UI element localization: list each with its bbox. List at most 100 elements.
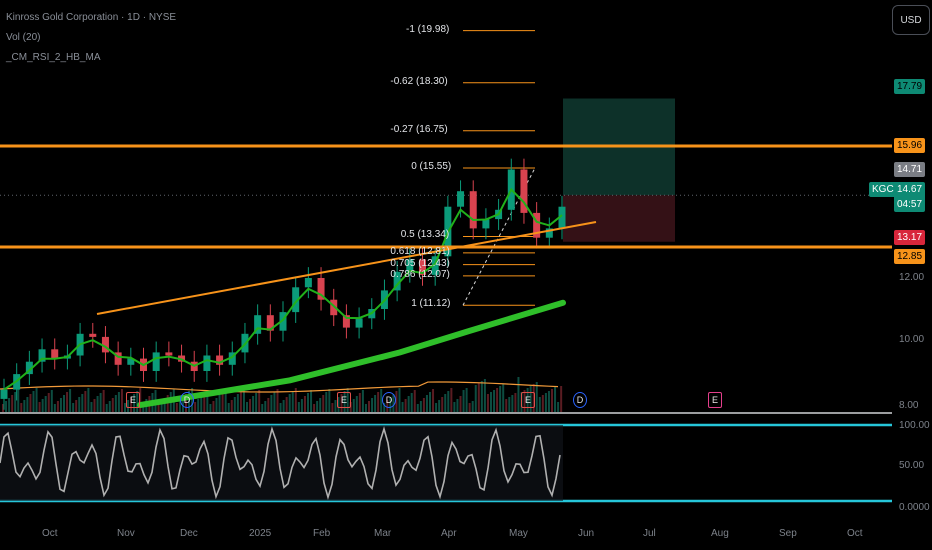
volume-bar xyxy=(410,393,413,412)
volume-bar xyxy=(297,402,300,412)
volume-bar xyxy=(319,398,322,412)
volume-bar xyxy=(242,388,245,412)
volume-bar xyxy=(541,395,544,412)
prev-close-tag: 14.71 xyxy=(894,162,926,177)
volume-bar xyxy=(178,400,181,412)
time-axis-label: Mar xyxy=(374,528,392,539)
candle-body xyxy=(406,259,414,272)
volume-bar xyxy=(496,388,499,412)
earnings-marker[interactable]: E xyxy=(521,392,535,408)
volume-bar xyxy=(93,399,96,412)
volume-bar xyxy=(5,401,8,412)
volume-bar xyxy=(78,397,81,412)
volume-bar xyxy=(374,395,377,412)
dividend-marker[interactable]: D xyxy=(180,392,194,408)
volume-bar xyxy=(523,390,526,412)
candle-body xyxy=(51,349,59,359)
volume-bar xyxy=(361,390,364,412)
volume-bar xyxy=(130,397,133,412)
symbol-title[interactable]: Kinross Gold Corporation · 1D · NYSE xyxy=(6,12,177,23)
volume-bar xyxy=(398,388,401,412)
volume-indicator-label[interactable]: Vol (20) xyxy=(6,32,41,43)
volume-bar xyxy=(456,399,459,412)
volume-bar xyxy=(194,402,197,412)
volume-bar xyxy=(44,396,47,412)
volume-bar xyxy=(11,395,14,412)
volume-bar xyxy=(175,403,178,412)
volume-bar xyxy=(117,392,120,412)
volume-bar xyxy=(270,395,273,412)
earnings-marker[interactable]: E xyxy=(708,392,722,408)
candle-body xyxy=(558,206,566,229)
earnings-marker[interactable]: E xyxy=(126,392,140,408)
volume-bar xyxy=(303,396,306,412)
time-axis-label: Jul xyxy=(643,528,656,539)
volume-bar xyxy=(535,382,538,412)
candle-body xyxy=(216,355,224,365)
volume-bar xyxy=(59,398,62,412)
stop-price-tag: 13.17 xyxy=(894,230,926,245)
currency-button[interactable]: USD xyxy=(892,5,930,35)
volume-bar xyxy=(416,404,419,412)
volume-bar xyxy=(63,395,65,412)
time-axis-label: Feb xyxy=(313,528,331,539)
earnings-marker[interactable]: E xyxy=(337,392,351,408)
volume-bar xyxy=(246,402,248,412)
volume-bar xyxy=(261,404,264,412)
volume-bar xyxy=(529,386,532,412)
volume-bar xyxy=(285,397,288,412)
volume-bar xyxy=(288,394,291,412)
volume-bar xyxy=(249,399,252,412)
resistance-price-tag: 15.96 xyxy=(894,138,926,153)
volume-bar xyxy=(435,403,438,412)
volume-bar xyxy=(239,391,242,412)
volume-bar xyxy=(371,398,374,412)
volume-bar xyxy=(252,396,255,412)
rsi-indicator-label[interactable]: _CM_RSI_2_HB_MA xyxy=(6,52,101,63)
volume-bar xyxy=(26,397,29,412)
volume-bar xyxy=(20,403,23,412)
volume-bar xyxy=(96,396,99,412)
volume-bar xyxy=(127,400,130,412)
candle-body xyxy=(520,169,528,213)
volume-bar xyxy=(221,392,224,412)
volume-bar xyxy=(157,404,160,412)
volume-bar xyxy=(532,384,535,412)
volume-bar xyxy=(215,398,218,412)
volume-bar xyxy=(328,389,331,412)
volume-bar xyxy=(307,393,309,412)
volume-bar xyxy=(508,397,511,412)
volume-bar xyxy=(72,403,75,412)
volume-bar xyxy=(511,395,514,412)
candle-body xyxy=(279,312,287,331)
dividend-marker[interactable]: D xyxy=(573,392,587,408)
volume-bar xyxy=(325,392,328,412)
time-axis-label: May xyxy=(509,528,528,539)
time-axis-label: Nov xyxy=(117,528,135,539)
candle-body xyxy=(38,349,46,362)
candle-body xyxy=(469,191,477,229)
time-axis-label: Sep xyxy=(779,528,797,539)
rsi-pane xyxy=(0,423,892,503)
volume-bar xyxy=(300,399,303,412)
volume-bar xyxy=(282,400,285,412)
fib-level-label: -0.27 (16.75) xyxy=(390,123,448,135)
candle-body xyxy=(127,358,135,365)
candle-body xyxy=(114,352,122,365)
ma200-line xyxy=(137,299,566,409)
fib-level-label: 0.705 (12.43) xyxy=(390,257,450,269)
volume-bar xyxy=(331,403,334,412)
volume-bar xyxy=(38,402,41,412)
rsi-line xyxy=(0,426,561,500)
volume-bar xyxy=(120,389,123,412)
volume-bar xyxy=(355,396,358,412)
volume-bar xyxy=(425,395,428,412)
volume-bar xyxy=(310,390,313,412)
dividend-marker[interactable]: D xyxy=(382,392,396,408)
ema-line xyxy=(3,187,563,391)
volume-bar xyxy=(294,388,297,412)
volume-bar xyxy=(139,388,142,412)
time-axis-label: Aug xyxy=(711,528,729,539)
volume-bar xyxy=(163,398,166,412)
